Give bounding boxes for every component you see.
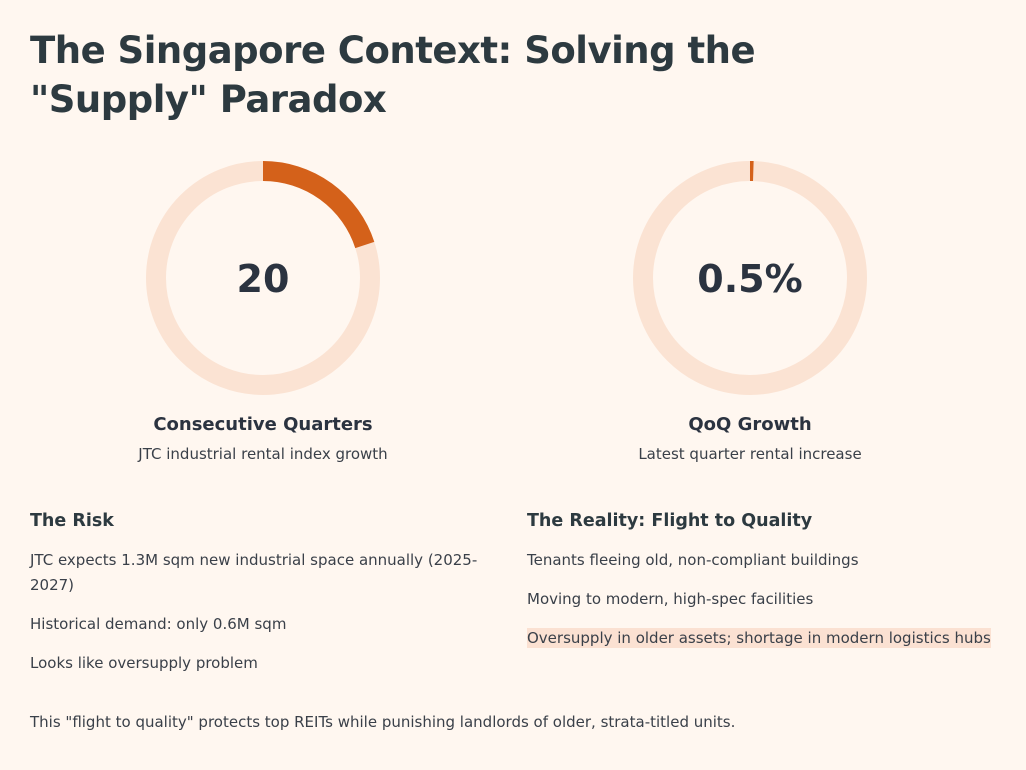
stat-label: QoQ Growth <box>688 414 812 435</box>
ring-progress <box>146 161 380 395</box>
progress-ring: 0.5% <box>633 161 867 395</box>
reality-item-highlighted: Oversupply in older assets; shortage in … <box>527 626 992 651</box>
reality-heading: The Reality: Flight to Quality <box>527 511 813 531</box>
ring-progress <box>633 161 867 395</box>
stat-description: Latest quarter rental increase <box>638 445 862 463</box>
stat-value: 0.5% <box>697 257 802 301</box>
highlight-text: Oversupply in older assets; shortage in … <box>527 628 991 648</box>
risk-section: The Risk JTC expects 1.3M sqm new indust… <box>30 511 495 690</box>
stat-consecutive-quarters: 20 Consecutive Quarters JTC industrial r… <box>113 158 413 463</box>
stat-qoq-growth: 0.5% QoQ Growth Latest quarter rental in… <box>600 158 900 463</box>
progress-ring: 20 <box>146 161 380 395</box>
stat-description: JTC industrial rental index growth <box>138 445 388 463</box>
reality-item: Tenants fleeing old, non-compliant build… <box>527 551 859 569</box>
reality-section: The Reality: Flight to Quality Tenants f… <box>527 511 992 665</box>
risk-heading: The Risk <box>30 511 114 531</box>
risk-item: Looks like oversupply problem <box>30 654 258 672</box>
reality-item: Moving to modern, high-spec facilities <box>527 590 814 608</box>
risk-item: Historical demand: only 0.6M sqm <box>30 615 287 633</box>
stat-value: 20 <box>237 257 290 301</box>
page-title: The Singapore Context: Solving the "Supp… <box>30 29 756 121</box>
stat-label: Consecutive Quarters <box>153 414 373 435</box>
footer-note: This "flight to quality" protects top RE… <box>30 713 736 731</box>
risk-item: JTC expects 1.3M sqm new industrial spac… <box>30 551 478 594</box>
